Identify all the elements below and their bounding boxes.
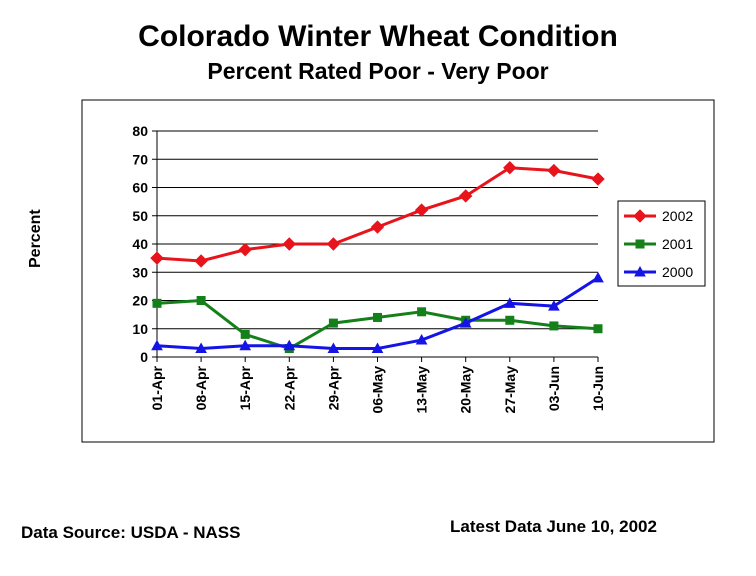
y-tick-label: 40 [132,236,148,252]
data-point-2002 [238,242,252,257]
legend-swatch-marker [633,209,647,223]
x-tick-label: 22-Apr [281,365,297,410]
legend-swatch-marker [634,265,646,277]
data-point-2001 [417,307,427,317]
x-tick-label: 08-Apr [193,365,209,410]
legend-swatch-marker [635,239,645,249]
data-point-2001 [505,315,515,325]
chart-title: Colorado Winter Wheat Condition [138,20,618,53]
data-point-2001 [373,312,382,322]
legend-label: 2001 [662,236,693,252]
x-tick-label: 15-Apr [237,365,253,410]
data-point-2000 [283,339,296,351]
x-tick-label: 27-May [502,366,518,414]
data-point-2002 [370,220,385,234]
data-point-2000 [592,271,604,283]
x-tick-label: 10-Jun [590,366,606,411]
data-point-2000 [415,334,428,345]
data-point-2001 [328,318,338,328]
legend-label: 2002 [662,208,693,224]
y-tick-label: 70 [132,151,148,167]
series-line-2002 [156,166,599,263]
data-point-2001 [196,296,206,305]
y-tick-label: 20 [132,293,148,309]
chart-frame [81,99,715,443]
data-point-2000 [239,339,252,351]
data-point-2002 [503,161,517,175]
data-point-2000 [151,339,163,351]
data-point-2002 [326,237,341,251]
data-point-2000 [503,297,516,308]
x-tick-label: 20-May [458,366,474,414]
y-tick-label: 0 [140,349,148,365]
data-point-2000 [459,317,472,328]
x-tick-label: 13-May [414,366,430,414]
data-point-2001 [152,298,162,308]
x-tick-label: 06-May [370,366,386,414]
data-point-2001 [240,329,250,339]
y-tick-label: 30 [132,264,148,280]
data-source: Data Source: USDA - NASS [21,523,241,542]
data-point-2002 [194,254,208,268]
data-point-2002 [282,237,297,251]
data-point-2001 [549,321,559,331]
data-point-2002 [458,189,473,203]
x-tick-label: 03-Jun [546,366,562,411]
y-tick-label: 10 [132,321,148,337]
data-point-2000 [371,342,384,354]
data-point-2001 [593,324,603,334]
data-point-2000 [195,342,207,354]
y-tick-label: 50 [132,208,148,224]
data-point-2002 [150,251,164,265]
y-tick-label: 80 [132,123,148,139]
data-point-2000 [548,300,560,311]
y-tick-label: 60 [132,180,148,196]
data-point-2002 [591,172,605,186]
chart-subtitle: Percent Rated Poor - Very Poor [207,58,549,84]
legend-label: 2000 [662,264,693,280]
x-tick-label: 29-Apr [325,365,341,410]
data-point-2002 [547,163,561,178]
data-point-2002 [414,203,429,217]
x-tick-label: 01-Apr [149,365,165,410]
latest-data-note: Latest Data June 10, 2002 [450,517,657,536]
series-line-2001 [156,298,599,351]
data-point-2000 [327,342,340,354]
